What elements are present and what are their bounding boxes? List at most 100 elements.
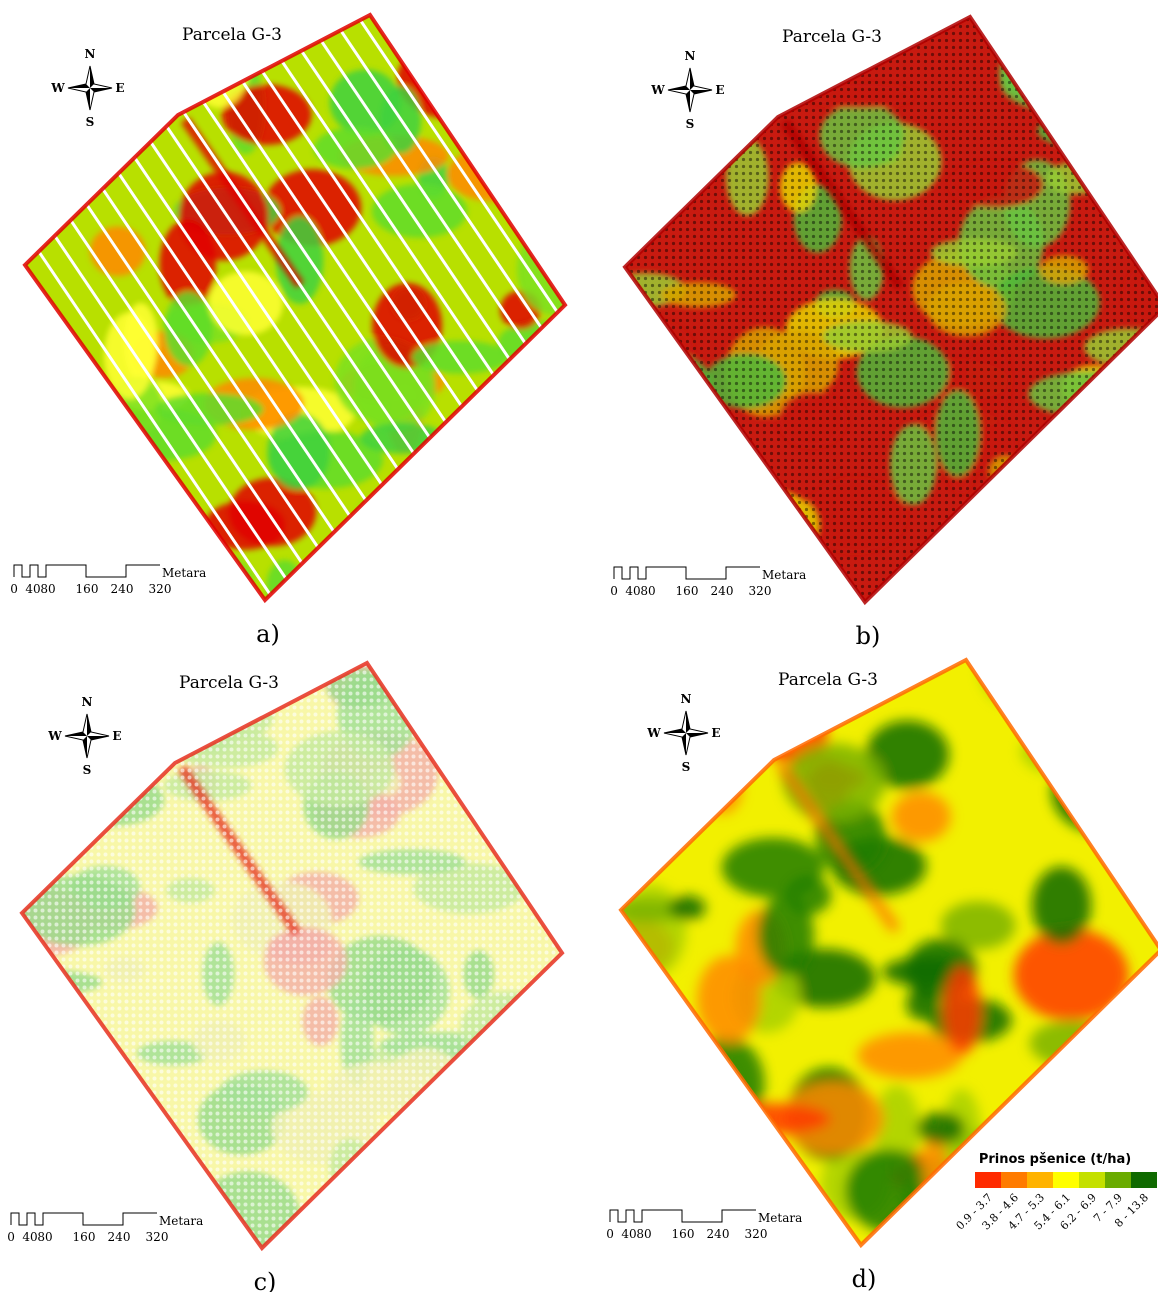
compass-label: N	[685, 49, 696, 63]
legend-swatch	[1001, 1172, 1027, 1188]
scale-label: 80	[40, 582, 55, 596]
yield-zone	[625, 409, 709, 464]
yield-zone	[466, 75, 541, 100]
headland	[776, 762, 901, 933]
yield-zone	[439, 1132, 526, 1165]
yield-zone	[1046, 36, 1105, 105]
scale-unit: Metara	[762, 568, 806, 582]
legend: Prinos pšenice (t/ha)0.9 - 3.73.8 - 4.64…	[954, 1152, 1157, 1232]
scale-label: 0	[10, 582, 18, 596]
scale-bar: 0 40 80 160 240 320 Metara	[10, 564, 206, 596]
scale-label: 160	[676, 584, 699, 598]
scale-label: 160	[73, 1230, 96, 1244]
legend-title: Prinos pšenice (t/ha)	[979, 1152, 1131, 1167]
legend-swatch	[1131, 1172, 1157, 1188]
yield-zone	[393, 1156, 445, 1248]
yield-zone	[503, 721, 562, 790]
map-title: Parcela G-3	[179, 673, 279, 693]
yield-zone	[468, 1044, 558, 1127]
north-arrow: N S W E	[50, 47, 124, 129]
compass-label: N	[82, 695, 93, 709]
yield-zone	[891, 791, 951, 842]
yield-zone	[1044, 694, 1124, 748]
scale-label: 320	[149, 582, 172, 596]
compass-label: N	[85, 47, 96, 61]
yield-zone	[621, 733, 691, 807]
scale-label: 320	[146, 1230, 169, 1244]
compass-label: E	[715, 83, 724, 97]
compass-label: W	[47, 729, 62, 743]
yield-zone	[36, 685, 113, 718]
scale-bar: 0 40 80 160 240 320 Metara	[610, 566, 806, 598]
yield-zone	[1070, 519, 1142, 602]
yield-zone	[857, 1032, 963, 1079]
yield-zone	[22, 750, 74, 844]
yield-zone	[1054, 703, 1129, 788]
yield-zone	[466, 794, 551, 821]
yield-zone	[25, 525, 59, 565]
yield-zone	[488, 1128, 562, 1219]
yield-zone	[497, 15, 540, 47]
scale-label: 320	[749, 584, 772, 598]
compass-label: W	[646, 726, 661, 740]
yield-zone	[426, 665, 497, 730]
yield-zone	[1036, 503, 1132, 566]
legend-swatch	[1105, 1172, 1131, 1188]
yield-zone	[462, 1131, 559, 1179]
compass-label: S	[686, 117, 695, 131]
yield-zone	[621, 758, 684, 835]
yield-zone	[424, 663, 530, 732]
yield-zone	[668, 895, 706, 921]
yield-zone	[472, 116, 561, 151]
field-map	[625, 17, 1158, 602]
map-panel: Parcela G-3 a) N S W E 0 40 80 160 240 320 Metara	[10, 12, 568, 648]
yield-zone	[351, 502, 384, 590]
scale-bar: 0 40 80 160 240 320 Metara	[606, 1209, 802, 1241]
field-edge	[19, 660, 565, 1252]
yield-zone	[25, 105, 114, 198]
yield-zone	[1029, 1020, 1115, 1067]
yield-zone	[1034, 474, 1069, 515]
field-base	[621, 660, 1158, 1245]
yield-zone	[625, 375, 692, 456]
yield-zone	[697, 452, 758, 547]
compass-label: S	[682, 760, 691, 774]
north-arrow: N S W E	[47, 695, 121, 777]
scale-label: 240	[108, 1230, 131, 1244]
scale-line	[13, 564, 160, 578]
yield-zone	[1080, 728, 1140, 754]
scale-label: 40	[25, 582, 40, 596]
yield-zone	[25, 416, 86, 492]
compass-label: E	[112, 729, 121, 743]
scale-line	[613, 566, 760, 580]
scale-label: 320	[745, 1227, 768, 1241]
compass-label: S	[86, 115, 95, 129]
panel-label: c)	[254, 1268, 277, 1292]
scale-label: 80	[636, 1227, 651, 1241]
compass-label: E	[115, 81, 124, 95]
scale-label: 40	[621, 1227, 636, 1241]
yield-zone	[498, 450, 540, 511]
scale-label: 240	[707, 1227, 730, 1241]
yield-zone	[374, 512, 420, 552]
compass-rose-dark	[68, 66, 112, 110]
map-title: Parcela G-3	[782, 27, 882, 47]
yield-zone	[356, 1214, 406, 1240]
texture	[25, 15, 565, 600]
yield-zone	[671, 463, 762, 545]
yield-zone	[1097, 387, 1158, 468]
north-arrow: N S W E	[646, 692, 720, 774]
field-edge	[622, 14, 1158, 606]
yield-zone	[906, 987, 938, 1021]
map-title: Parcela G-3	[778, 670, 878, 690]
yield-zone	[626, 1015, 663, 1072]
yield-zone	[943, 966, 981, 1056]
yield-zone	[1082, 738, 1158, 830]
north-arrow: N S W E	[650, 49, 724, 131]
scale-label: 0	[610, 584, 618, 598]
yield-zone	[428, 547, 545, 600]
scale-unit: Metara	[159, 1214, 203, 1228]
scale-label: 40	[22, 1230, 37, 1244]
yield-zone	[916, 1112, 965, 1145]
